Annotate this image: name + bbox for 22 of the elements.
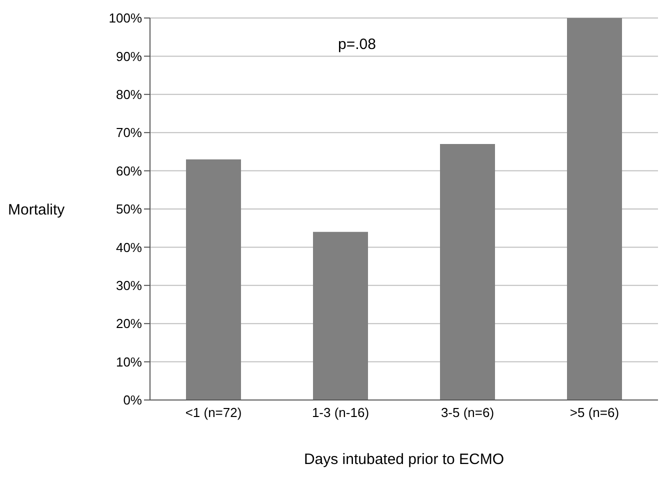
y-tick-label: 80% — [116, 87, 142, 102]
y-tick-label: 70% — [116, 125, 142, 140]
x-axis-title: Days intubated prior to ECMO — [304, 451, 504, 468]
annotation: p=.08 — [338, 36, 376, 53]
x-tick-label: 1-3 (n-16) — [312, 405, 370, 420]
bar — [313, 232, 368, 400]
y-axis-title: Mortality — [8, 201, 66, 218]
x-tick-label: 3-5 (n=6) — [440, 405, 494, 420]
y-tick-label: 100% — [108, 10, 142, 26]
y-tick-label: 60% — [116, 163, 142, 178]
x-tick-label: <1 (n=72) — [185, 405, 242, 420]
bar — [186, 159, 241, 400]
x-tick-label: >5 (n=6) — [570, 405, 620, 420]
bar — [440, 144, 495, 400]
y-tick-label: 0% — [123, 392, 142, 408]
y-tick-label: 90% — [116, 48, 142, 64]
bar — [567, 18, 622, 400]
y-tick-label: 40% — [116, 240, 142, 255]
y-tick-label: 30% — [116, 278, 142, 294]
y-tick-label: 20% — [116, 316, 142, 332]
y-tick-label: 10% — [116, 354, 142, 370]
y-tick-label: 50% — [116, 202, 142, 217]
